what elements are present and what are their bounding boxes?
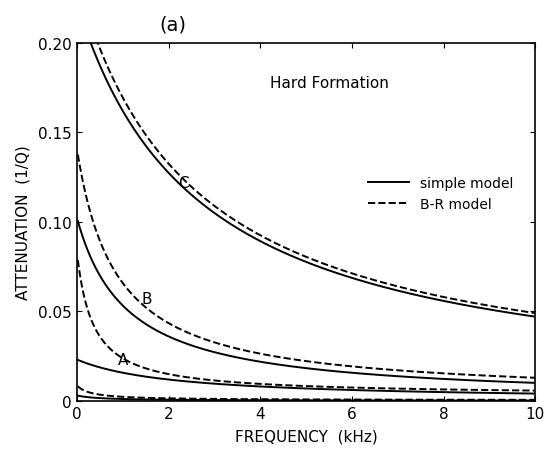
X-axis label: FREQUENCY  (kHz): FREQUENCY (kHz) bbox=[235, 429, 377, 444]
Text: A: A bbox=[118, 353, 129, 367]
Y-axis label: ATTENUATION  (1/Q): ATTENUATION (1/Q) bbox=[15, 145, 30, 300]
Legend: simple model, B-R model: simple model, B-R model bbox=[362, 171, 519, 217]
Text: Hard Formation: Hard Formation bbox=[270, 76, 389, 90]
Text: C: C bbox=[178, 176, 188, 190]
Text: B: B bbox=[141, 291, 152, 307]
Text: (a): (a) bbox=[160, 15, 186, 34]
